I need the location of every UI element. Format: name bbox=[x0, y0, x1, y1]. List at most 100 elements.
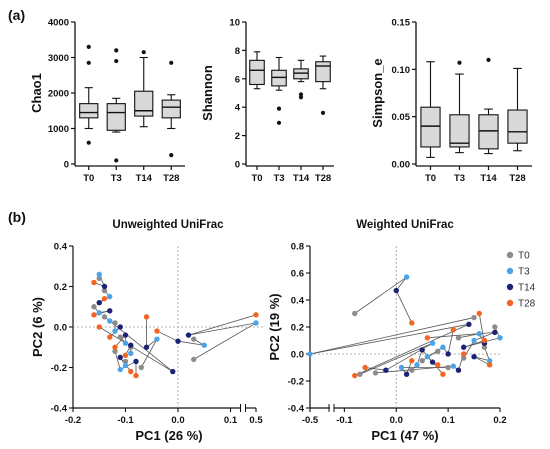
scatter-point bbox=[138, 364, 144, 371]
y-tick-label: 0.4 bbox=[54, 242, 68, 253]
scatter-point bbox=[191, 336, 197, 342]
scatter-point bbox=[383, 367, 389, 373]
scatter-point bbox=[101, 295, 108, 302]
x-tick-label: T0 bbox=[83, 173, 94, 184]
scatter-point bbox=[460, 351, 467, 357]
subject-trajectory-line bbox=[114, 351, 121, 370]
y-tick-label: 0.05 bbox=[392, 112, 411, 123]
scatter-point bbox=[450, 327, 457, 333]
scatter-point bbox=[143, 314, 150, 320]
subject-trajectory-line bbox=[427, 332, 495, 339]
scatter-point bbox=[393, 287, 399, 294]
y-axis-label: PC2 (6 %) bbox=[30, 297, 45, 357]
subject-trajectory-line bbox=[473, 356, 490, 366]
scatter-point bbox=[101, 287, 108, 294]
scatter-point bbox=[424, 335, 431, 341]
panel-label-a: (a) bbox=[8, 7, 25, 23]
scatter-point bbox=[419, 358, 425, 364]
scatter-point bbox=[460, 355, 467, 361]
x-tick-label: T0 bbox=[251, 173, 262, 184]
outlier-point bbox=[169, 60, 174, 65]
x-axis-label: PC1 (47 %) bbox=[371, 428, 438, 443]
x-tick-label: 0.2 bbox=[493, 415, 506, 426]
x-tick-label: 0.0 bbox=[390, 415, 403, 426]
scatter-point bbox=[91, 304, 97, 310]
scatter-point bbox=[122, 362, 129, 369]
scatter-point bbox=[107, 318, 113, 324]
outlier-point bbox=[457, 60, 462, 65]
legend-marker bbox=[506, 251, 514, 259]
y-tick-label: 0 bbox=[235, 160, 240, 171]
scatter-point bbox=[112, 344, 118, 350]
box bbox=[478, 114, 499, 150]
scatter-point bbox=[450, 363, 457, 369]
scatter-point bbox=[185, 332, 192, 338]
scatter-point bbox=[133, 358, 139, 365]
y-tick-label: 0.6 bbox=[291, 269, 304, 280]
x-tick-label: 0.1 bbox=[224, 415, 238, 426]
scatter-point bbox=[91, 279, 97, 286]
y-tick-label: -0.2 bbox=[288, 377, 304, 388]
scatter-point bbox=[352, 372, 358, 379]
outlier-point bbox=[486, 57, 491, 62]
box bbox=[449, 114, 470, 148]
scatter-point bbox=[107, 293, 113, 300]
box bbox=[79, 103, 99, 119]
scatter-point bbox=[362, 364, 368, 371]
y-axis-label: Chao1 bbox=[29, 73, 44, 113]
x-tick-label: 0.1 bbox=[442, 415, 456, 426]
y-tick-label: 0.2 bbox=[54, 282, 67, 293]
x-tick-label: -0.5 bbox=[302, 415, 319, 426]
scatter-point bbox=[409, 320, 415, 326]
y-tick-label: -0.4 bbox=[288, 404, 305, 415]
scatter-point bbox=[91, 312, 97, 318]
box bbox=[106, 103, 126, 131]
plot-title: Unweighted UniFrac bbox=[112, 219, 224, 231]
subject-trajectory-line bbox=[188, 322, 257, 336]
subject-trajectory-line bbox=[365, 367, 386, 371]
scatter-point bbox=[112, 348, 118, 354]
box bbox=[420, 106, 441, 148]
subject-trajectory-line bbox=[188, 314, 257, 336]
y-tick-label: -0.4 bbox=[51, 404, 68, 415]
scatter-point bbox=[455, 335, 462, 341]
box bbox=[507, 109, 528, 144]
scatter-point bbox=[424, 354, 431, 360]
outlier-point bbox=[114, 48, 119, 53]
scatter-point bbox=[440, 344, 446, 350]
outlier-point bbox=[169, 153, 174, 158]
y-tick-label: 6 bbox=[235, 74, 240, 85]
scatter-point bbox=[429, 340, 436, 346]
x-tick-label: T0 bbox=[425, 173, 436, 184]
outlier-point bbox=[114, 58, 119, 64]
scatter-point bbox=[154, 328, 160, 334]
scatter-point bbox=[403, 371, 410, 377]
x-axis-label: PC1 (26 %) bbox=[135, 428, 202, 443]
scatter-point bbox=[419, 347, 425, 353]
x-tick-label: 0.0 bbox=[171, 415, 184, 426]
subject-trajectory-line bbox=[458, 333, 480, 339]
x-tick-label: T14 bbox=[293, 173, 310, 184]
subject-trajectory-line bbox=[473, 332, 495, 341]
legend-label: T0 bbox=[518, 251, 530, 262]
scatter-point bbox=[466, 321, 472, 327]
y-tick-label: 0 bbox=[64, 160, 69, 171]
x-tick-label: T28 bbox=[509, 173, 525, 184]
subject-trajectory-line bbox=[354, 276, 407, 314]
x-tick-label: -0.1 bbox=[117, 415, 134, 426]
scatter-point bbox=[497, 335, 503, 341]
outlier-point bbox=[86, 60, 91, 65]
scatter-point bbox=[492, 324, 498, 330]
box bbox=[249, 59, 265, 86]
subject-trajectory-line bbox=[385, 342, 433, 371]
subject-trajectory-line bbox=[463, 340, 485, 348]
y-axis-label: Simpson_e bbox=[370, 58, 385, 127]
scatter-point bbox=[175, 338, 181, 344]
outlier-point bbox=[141, 50, 146, 55]
subject-trajectory-line bbox=[193, 322, 257, 360]
outlier-point bbox=[86, 44, 91, 49]
y-tick-label: 1000 bbox=[48, 124, 69, 135]
scatter-point bbox=[398, 364, 405, 371]
scatter-point bbox=[481, 337, 488, 344]
